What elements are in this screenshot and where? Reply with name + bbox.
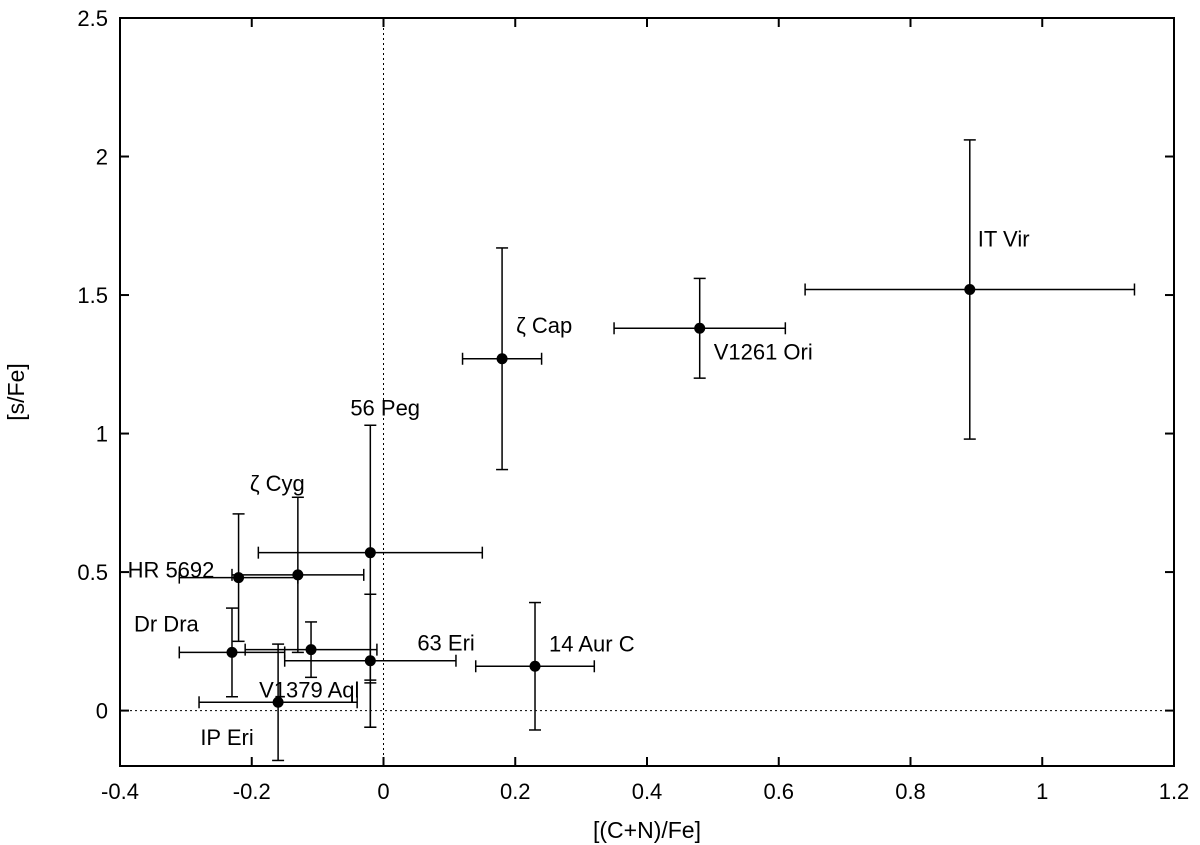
x-tick-label: 1.2: [1159, 779, 1190, 804]
error-bar: [364, 682, 377, 728]
x-tick-label: -0.2: [233, 779, 271, 804]
tick-labels: -0.4 -0.2 0 0.2 0.4 0.6 0.8 1 1.2 0 0.5 1 1.5 2 2.5: [77, 6, 1189, 804]
reference-lines: [120, 18, 1174, 766]
point-label: ζ Cyg: [250, 471, 305, 496]
x-tick-label: 0.8: [895, 779, 926, 804]
point-label: 56 Peg: [350, 396, 420, 421]
point-label: HR 5692: [128, 558, 215, 583]
x-tick-label: 1: [1036, 779, 1048, 804]
y-tick-label: 0.5: [77, 560, 108, 585]
data-point: [496, 353, 508, 365]
y-tick-label: 0: [96, 699, 108, 724]
point-label: V1261 Ori: [714, 339, 813, 364]
axis-ticks: [119, 17, 1175, 766]
data-point: [529, 660, 541, 672]
data-points: [226, 283, 976, 708]
point-label: 63 Eri: [417, 631, 474, 656]
data-point: [233, 572, 245, 584]
y-tick-label: 1: [96, 422, 108, 447]
data-point: [364, 655, 376, 667]
point-label: ζ Cap: [516, 313, 572, 338]
y-tick-label: 1.5: [77, 283, 108, 308]
point-label: 14 Aur C: [549, 631, 635, 656]
data-point: [964, 283, 976, 295]
point-label: V1379 Aql: [259, 677, 359, 702]
y-tick-label: 2: [96, 145, 108, 170]
data-point: [226, 646, 238, 658]
point-label: IT Vir: [978, 226, 1030, 251]
x-tick-label: 0.4: [632, 779, 663, 804]
data-point: [272, 696, 284, 708]
x-tick-label: 0.2: [500, 779, 531, 804]
data-point: [364, 547, 376, 559]
x-tick-label: 0: [377, 779, 389, 804]
point-label: IP Eri: [200, 725, 253, 750]
data-point: [292, 569, 304, 581]
x-tick-label: 0.6: [763, 779, 794, 804]
y-tick-label: 2.5: [77, 6, 108, 31]
y-axis-label: [s/Fe]: [3, 363, 29, 421]
x-tick-label: -0.4: [101, 779, 139, 804]
x-axis-label: [(C+N)/Fe]: [593, 817, 701, 843]
data-point: [305, 644, 317, 656]
point-label: Dr Dra: [134, 611, 200, 636]
data-point: [694, 322, 706, 334]
point-labels: IT Vir V1261 Ori ζ Cap 56 Peg ζ Cyg HR 5692 Dr…: [128, 226, 1030, 750]
